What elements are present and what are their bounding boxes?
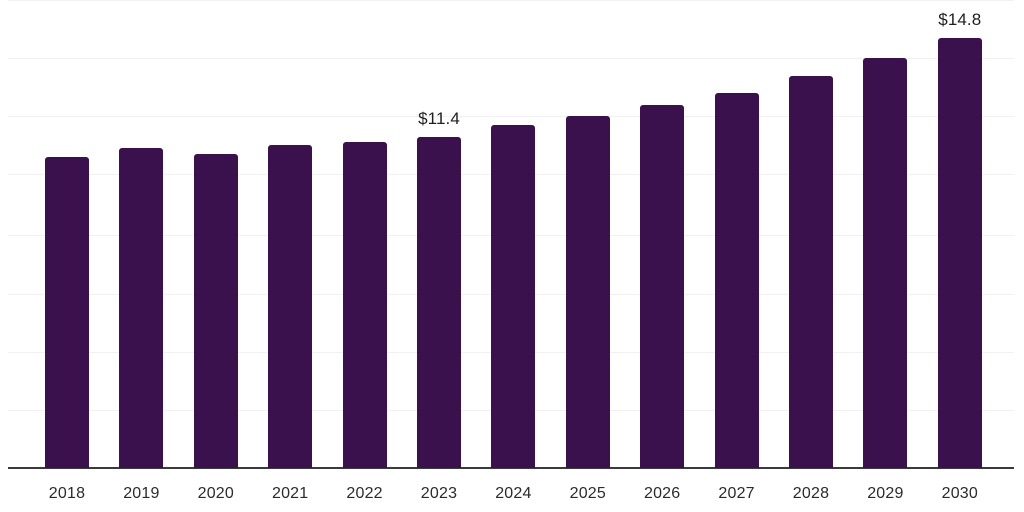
- bar[interactable]: [491, 125, 536, 468]
- bar-value-label: $14.8: [938, 9, 982, 29]
- bar-group[interactable]: [640, 0, 685, 468]
- x-axis-line: [8, 467, 1014, 469]
- gridline: [8, 116, 1014, 118]
- x-tick-label: 2018: [48, 485, 86, 502]
- bar[interactable]: [640, 104, 685, 468]
- bar[interactable]: [714, 93, 759, 468]
- x-tick-label: 2025: [569, 485, 606, 502]
- bar-group[interactable]: [193, 0, 238, 468]
- bar-group[interactable]: [45, 0, 89, 468]
- bar-group[interactable]: $14.8: [937, 0, 982, 468]
- bar[interactable]: [45, 156, 89, 468]
- bar[interactable]: [863, 58, 908, 468]
- x-tick-label: 2026: [643, 485, 681, 502]
- bar[interactable]: [342, 142, 387, 468]
- bar-value-label: $11.4: [418, 108, 460, 128]
- bar-group[interactable]: [789, 0, 833, 468]
- bar[interactable]: [937, 37, 982, 468]
- bar-group[interactable]: $11.4: [417, 0, 461, 468]
- x-tick-label: 2027: [718, 485, 755, 502]
- x-tick-label: 2021: [271, 485, 309, 502]
- bars-layer: $11.4 $14.8: [45, 0, 982, 468]
- bar-group[interactable]: [119, 0, 164, 468]
- bar-group[interactable]: [342, 0, 387, 468]
- x-tick-label: 2022: [346, 485, 383, 502]
- bar-group[interactable]: [565, 0, 610, 468]
- bar[interactable]: [417, 136, 461, 468]
- bar-group[interactable]: [714, 0, 759, 468]
- gridline: [8, 0, 1014, 1]
- x-tick-label: 2030: [941, 485, 978, 502]
- x-tick-label: 2023: [420, 485, 458, 502]
- x-tick-label: 2020: [197, 485, 234, 502]
- x-tick-label: 2028: [792, 485, 830, 502]
- bar[interactable]: [565, 116, 610, 468]
- bar[interactable]: [193, 154, 238, 468]
- bar-group[interactable]: [491, 0, 536, 468]
- x-tick-label: 2019: [123, 485, 160, 502]
- x-tick-label: 2029: [867, 485, 904, 502]
- bar-group[interactable]: [268, 0, 313, 468]
- bar[interactable]: [789, 75, 833, 468]
- bar-group[interactable]: [863, 0, 908, 468]
- gridline: [8, 58, 1014, 60]
- x-axis: 2018 2019 2020 2021 2022 2023 2024 2025 2026 2027…: [0, 468, 1024, 512]
- x-tick-label: 2024: [495, 485, 532, 502]
- bar[interactable]: [119, 148, 164, 468]
- bar[interactable]: [268, 145, 313, 468]
